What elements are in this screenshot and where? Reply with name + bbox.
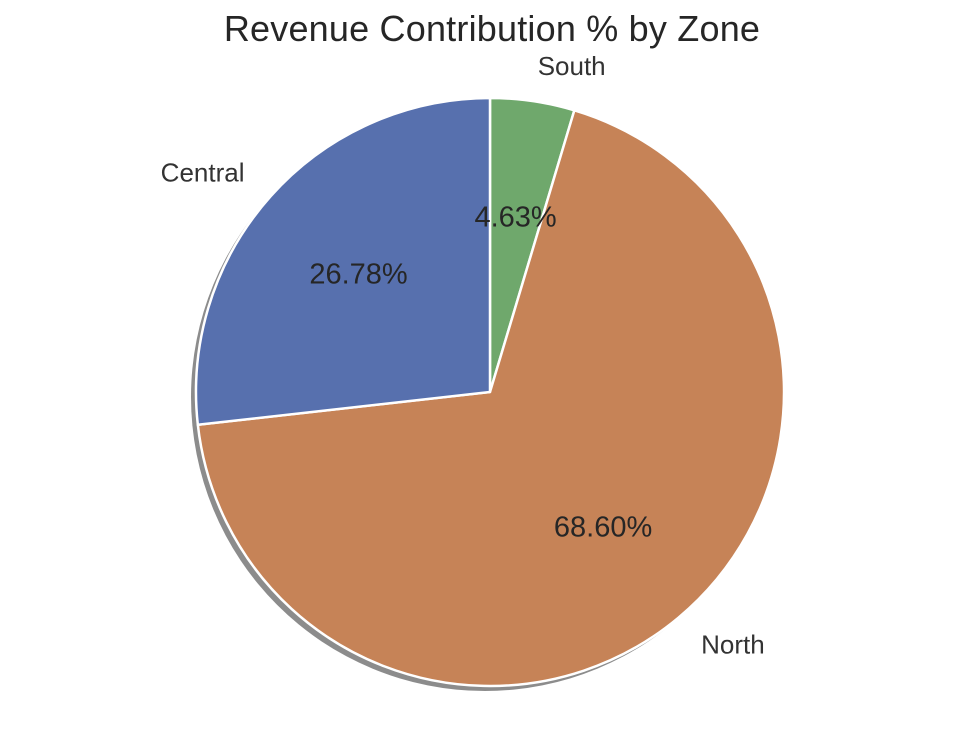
pie-slice-central bbox=[194, 96, 492, 427]
slice-percent-south: 4.63% bbox=[474, 202, 556, 234]
slice-label-south: South bbox=[538, 51, 606, 81]
pie-slices bbox=[194, 96, 786, 688]
slice-label-central: Central bbox=[161, 158, 245, 188]
pie-labels: South 4.63% North 68.60% Central 26.78% bbox=[161, 51, 765, 660]
pie-slice-north bbox=[196, 109, 786, 688]
slice-percent-central: 26.78% bbox=[309, 258, 407, 290]
slice-label-north: North bbox=[701, 630, 765, 660]
chart-title: Revenue Contribution % by Zone bbox=[223, 8, 761, 49]
slice-percent-north: 68.60% bbox=[554, 511, 652, 543]
